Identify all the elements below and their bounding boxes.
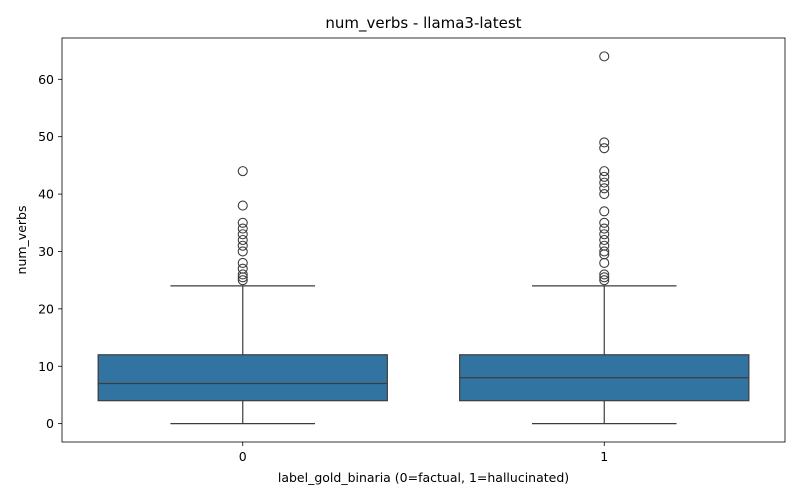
outlier-point bbox=[599, 217, 610, 228]
y-tick-label: 60 bbox=[38, 72, 54, 87]
chart-title: num_verbs - llama3-latest bbox=[325, 14, 521, 33]
outlier-point bbox=[237, 269, 248, 280]
outlier-point bbox=[599, 269, 610, 280]
outlier-point bbox=[599, 183, 610, 194]
outlier-point bbox=[237, 246, 248, 257]
plot-area: 0 10 20 30 40 50 60 0 1 bbox=[38, 37, 786, 464]
y-tick-label: 0 bbox=[46, 416, 54, 431]
x-axis-label: label_gold_binaria (0=factual, 1=halluci… bbox=[278, 470, 569, 485]
outlier-point bbox=[599, 171, 610, 182]
outlier-point bbox=[237, 229, 248, 240]
y-tick-label: 10 bbox=[38, 359, 54, 374]
outlier-point bbox=[599, 229, 610, 240]
x-tick-label: 1 bbox=[600, 449, 608, 464]
axes-frame bbox=[61, 37, 786, 443]
outlier-point bbox=[237, 166, 248, 177]
outlier-point bbox=[599, 275, 610, 286]
outlier-point bbox=[599, 234, 610, 246]
y-axis-label: num_verbs bbox=[14, 206, 29, 275]
outlier-point bbox=[599, 189, 610, 200]
y-tick-label: 30 bbox=[38, 244, 54, 259]
outlier-point bbox=[599, 272, 610, 283]
outlier-point bbox=[237, 275, 248, 286]
outlier-point bbox=[237, 223, 248, 234]
y-tick-label: 50 bbox=[38, 129, 54, 144]
outlier-point bbox=[599, 206, 610, 217]
outlier-point bbox=[237, 217, 248, 228]
outlier-point bbox=[599, 143, 610, 154]
outlier-point bbox=[237, 257, 248, 269]
y-tick-label: 20 bbox=[38, 301, 54, 316]
box-iqr bbox=[97, 354, 388, 402]
outlier-point bbox=[237, 234, 248, 246]
outlier-point bbox=[599, 177, 610, 188]
outlier-point bbox=[237, 263, 248, 274]
outlier-point bbox=[599, 223, 610, 234]
outlier-point bbox=[599, 137, 610, 148]
outlier-point bbox=[237, 200, 248, 211]
x-tick-label: 0 bbox=[239, 449, 247, 464]
outlier-point bbox=[237, 240, 248, 251]
outlier-point bbox=[599, 51, 610, 62]
y-tick-label: 40 bbox=[38, 187, 54, 202]
outlier-point bbox=[599, 166, 610, 177]
outlier-point bbox=[599, 246, 610, 257]
outlier-point bbox=[599, 240, 610, 251]
